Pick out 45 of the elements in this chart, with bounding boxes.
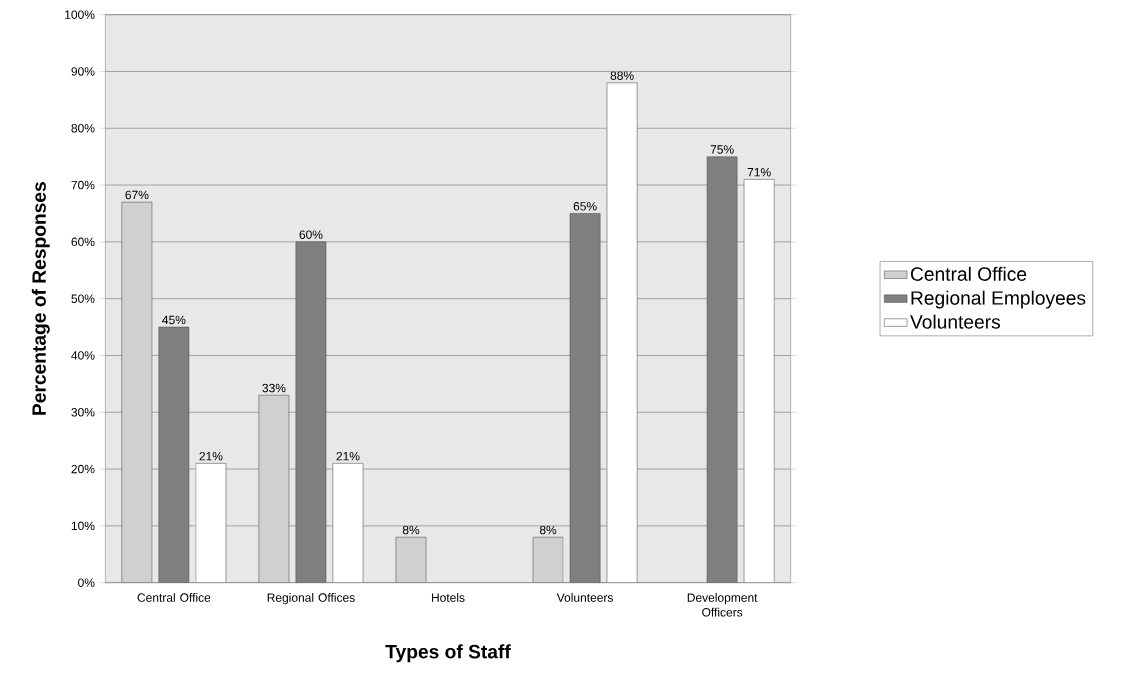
x-tick-label: Development Officers	[687, 593, 758, 617]
bar	[706, 156, 738, 583]
y-tick-label: 100%	[65, 10, 95, 19]
data-label: 65%	[573, 202, 597, 211]
y-tick-label: 0%	[78, 578, 95, 587]
bar	[532, 536, 564, 583]
data-label: 8%	[539, 525, 557, 535]
y-tick-label: 50%	[71, 294, 95, 303]
y-tick-label: 30%	[71, 408, 95, 417]
x-axis-title: Types of Staff	[385, 644, 511, 663]
data-label: 45%	[162, 315, 186, 325]
x-tick-label: Hotels	[431, 593, 465, 602]
bar	[606, 82, 638, 583]
data-label: 21%	[336, 451, 360, 461]
data-label: 8%	[402, 525, 420, 535]
x-tick-label: Regional Offices	[267, 593, 355, 605]
legend-label: Central Office	[910, 266, 1027, 281]
bar	[195, 463, 227, 583]
bar	[158, 326, 190, 583]
data-label: 67%	[125, 190, 149, 200]
y-tick-label: 80%	[71, 124, 95, 133]
data-label: 33%	[262, 383, 286, 393]
bar	[332, 463, 364, 583]
y-tick-label: 70%	[71, 180, 95, 190]
x-tick-label: Central Office	[137, 593, 211, 602]
y-tick-label: 10%	[71, 521, 95, 531]
bar	[121, 201, 153, 583]
y-tick-label: 90%	[71, 67, 95, 76]
data-label: 75%	[710, 145, 734, 154]
data-label: 71%	[747, 168, 771, 177]
data-label: 60%	[299, 230, 323, 239]
data-label: 88%	[610, 71, 634, 80]
y-axis-title: Percentage of Responses	[31, 182, 50, 415]
y-tick-label: 60%	[71, 237, 95, 247]
legend-label: Volunteers	[910, 314, 1001, 329]
bar	[743, 179, 775, 583]
bar	[295, 241, 327, 583]
bar	[569, 213, 601, 583]
bar	[258, 394, 290, 583]
y-tick-label: 20%	[71, 464, 95, 474]
data-label: 21%	[199, 451, 223, 461]
legend-label: Regional Employees	[911, 290, 1086, 309]
bar	[395, 536, 427, 583]
x-tick-label: Volunteers	[556, 593, 613, 602]
y-tick-label: 40%	[71, 351, 95, 360]
